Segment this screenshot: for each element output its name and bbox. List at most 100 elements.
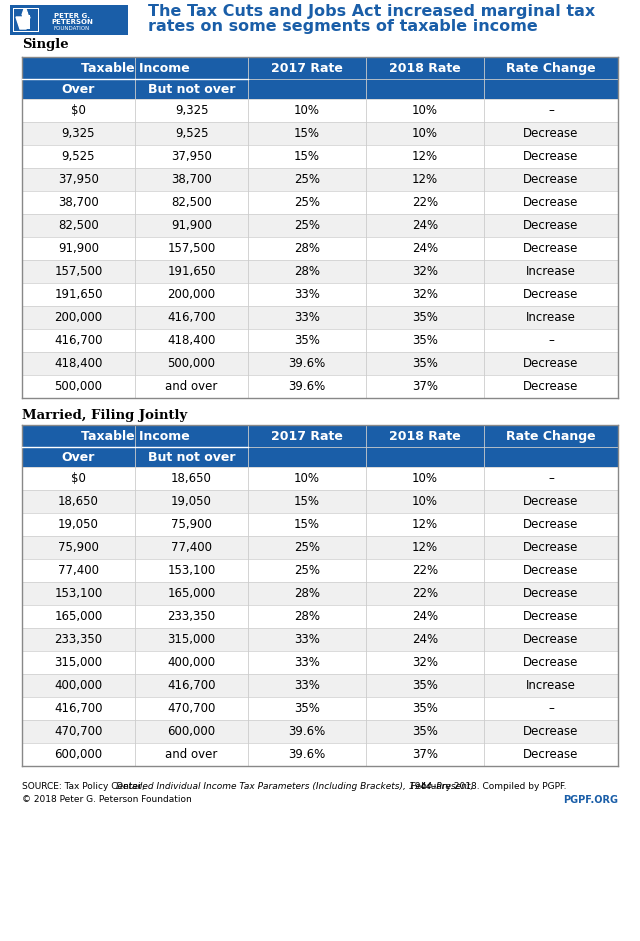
Text: Decrease: Decrease [524,196,579,209]
Text: 33%: 33% [294,311,320,324]
Text: Decrease: Decrease [524,173,579,186]
Text: Decrease: Decrease [524,656,579,669]
Bar [22,697,618,720]
Text: $0: $0 [71,472,86,485]
Text: –: – [548,104,554,117]
Bar [135,447,248,467]
Text: 91,900: 91,900 [58,242,99,255]
Text: 37%: 37% [412,380,438,393]
Text: 32%: 32% [412,288,438,301]
Text: 19,050: 19,050 [171,495,212,508]
Text: 500,000: 500,000 [168,357,216,370]
Text: 12%: 12% [412,541,438,554]
Text: –: – [548,334,554,347]
Text: 38,700: 38,700 [171,173,212,186]
Bar [22,582,618,605]
Text: 9,325: 9,325 [175,104,208,117]
Text: Decrease: Decrease [524,518,579,531]
Text: –: – [548,472,554,485]
Text: 418,400: 418,400 [54,357,102,370]
Bar [22,375,618,398]
Text: PETER G.: PETER G. [54,13,90,19]
Text: 35%: 35% [412,311,438,324]
Text: 77,400: 77,400 [171,541,212,554]
Bar [22,425,248,447]
Text: PGPF.ORG: PGPF.ORG [563,795,618,805]
Bar [22,467,618,490]
Text: 165,000: 165,000 [168,587,216,600]
Text: 191,650: 191,650 [167,265,216,278]
Text: 10%: 10% [412,104,438,117]
Text: 24%: 24% [412,242,438,255]
Text: 18,650: 18,650 [171,472,212,485]
Bar [22,99,618,122]
Text: Rate Change: Rate Change [506,61,596,74]
Text: 37,950: 37,950 [58,173,99,186]
Text: The Tax Cuts and Jobs Act increased marginal tax: The Tax Cuts and Jobs Act increased marg… [148,4,595,19]
Bar [22,447,135,467]
Text: 22%: 22% [412,564,438,577]
Text: 15%: 15% [294,518,320,531]
Text: 35%: 35% [294,702,320,715]
Text: 25%: 25% [294,173,320,186]
Text: Single: Single [22,38,68,51]
Bar [22,283,618,306]
Text: 400,000: 400,000 [54,679,102,692]
Text: 416,700: 416,700 [167,679,216,692]
Bar [22,743,618,766]
Text: Married, Filing Jointly: Married, Filing Jointly [22,408,188,422]
Text: Decrease: Decrease [524,748,579,761]
Text: 400,000: 400,000 [168,656,216,669]
Text: FOUNDATION: FOUNDATION [54,25,90,30]
Text: Decrease: Decrease [524,380,579,393]
Text: Rate Change: Rate Change [506,429,596,442]
Text: 33%: 33% [294,288,320,301]
Text: 470,700: 470,700 [167,702,216,715]
Text: 25%: 25% [294,564,320,577]
Text: 32%: 32% [412,265,438,278]
Bar [22,145,618,168]
Text: Decrease: Decrease [524,127,579,140]
Text: and over: and over [165,380,218,393]
Bar [22,214,618,237]
Text: 2018 Rate: 2018 Rate [389,429,461,442]
Bar [22,513,618,536]
Bar [22,720,618,743]
Text: 28%: 28% [294,587,320,600]
Text: 9,525: 9,525 [61,150,95,163]
Bar [22,651,618,674]
Text: 600,000: 600,000 [54,748,102,761]
Text: 15%: 15% [294,127,320,140]
Text: 2017 Rate: 2017 Rate [271,61,343,74]
Text: 157,500: 157,500 [168,242,216,255]
Text: 24%: 24% [412,633,438,646]
Text: SOURCE: Tax Policy Center,: SOURCE: Tax Policy Center, [22,782,147,791]
Text: 315,000: 315,000 [54,656,102,669]
Text: 35%: 35% [412,679,438,692]
Text: 35%: 35% [412,725,438,738]
Text: 37,950: 37,950 [171,150,212,163]
Text: Decrease: Decrease [524,564,579,577]
Bar [22,306,618,329]
Text: PETERSON: PETERSON [51,19,93,25]
Bar [366,447,484,467]
Bar [22,79,135,99]
Text: Increase: Increase [526,311,576,324]
Polygon shape [22,9,28,15]
Text: 10%: 10% [412,472,438,485]
Text: 191,650: 191,650 [54,288,103,301]
Text: 39.6%: 39.6% [289,748,326,761]
Text: 38,700: 38,700 [58,196,99,209]
Text: 22%: 22% [412,587,438,600]
Text: 35%: 35% [412,334,438,347]
Text: Decrease: Decrease [524,150,579,163]
Bar [484,79,618,99]
Text: 24%: 24% [412,219,438,232]
Text: But not over: But not over [148,83,236,95]
Bar [248,79,366,99]
Text: Taxable Income: Taxable Income [81,429,189,442]
Text: 500,000: 500,000 [54,380,102,393]
Text: February 2018. Compiled by PGPF.: February 2018. Compiled by PGPF. [408,782,566,791]
Text: Decrease: Decrease [524,541,579,554]
Text: 9,325: 9,325 [61,127,95,140]
